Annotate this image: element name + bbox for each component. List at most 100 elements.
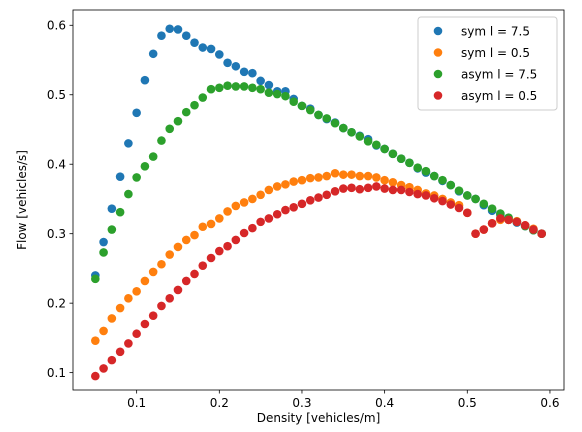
data-point xyxy=(99,248,108,257)
data-point xyxy=(463,209,472,218)
data-point xyxy=(108,204,117,213)
data-point xyxy=(356,132,365,141)
data-point xyxy=(389,178,398,187)
data-point xyxy=(397,154,406,163)
data-point xyxy=(322,172,331,181)
data-point xyxy=(248,69,257,78)
data-point xyxy=(157,302,166,311)
data-point xyxy=(116,208,125,217)
x-tick-label: 0.3 xyxy=(292,396,311,410)
data-point xyxy=(132,287,141,296)
data-point xyxy=(298,102,307,111)
data-point xyxy=(256,77,265,86)
data-point xyxy=(273,182,282,191)
data-point xyxy=(496,214,505,223)
data-point xyxy=(232,82,241,91)
data-point xyxy=(389,150,398,159)
data-point xyxy=(380,184,389,193)
y-tick-label: 0.4 xyxy=(47,158,66,172)
y-tick-label: 0.5 xyxy=(47,88,66,102)
data-point xyxy=(356,172,365,181)
x-tick-label: 0.2 xyxy=(210,396,229,410)
data-point xyxy=(339,170,348,179)
data-point xyxy=(174,25,183,34)
data-point xyxy=(322,190,331,199)
data-point xyxy=(165,124,174,133)
data-point xyxy=(389,186,398,195)
data-point xyxy=(248,195,257,204)
x-tick-label: 0.4 xyxy=(375,396,394,410)
data-point xyxy=(298,176,307,185)
x-tick-label: 0.5 xyxy=(458,396,477,410)
data-point xyxy=(91,336,100,345)
data-point xyxy=(116,347,125,356)
data-point xyxy=(504,215,513,224)
data-point xyxy=(207,45,216,54)
data-point xyxy=(132,109,141,118)
data-point xyxy=(124,294,133,303)
data-point xyxy=(141,162,150,171)
data-point xyxy=(157,260,166,269)
data-point xyxy=(207,254,216,263)
data-point xyxy=(91,275,100,284)
data-point xyxy=(198,93,207,102)
data-point xyxy=(198,43,207,52)
data-point xyxy=(124,190,133,199)
data-point xyxy=(306,106,315,115)
data-point xyxy=(124,339,133,348)
data-point xyxy=(232,236,241,245)
data-point xyxy=(248,224,257,233)
x-tick-label: 0.6 xyxy=(540,396,559,410)
data-point xyxy=(364,172,373,181)
data-point xyxy=(198,261,207,270)
data-point xyxy=(141,277,150,286)
data-point xyxy=(108,356,117,365)
data-point xyxy=(248,84,257,93)
y-tick-label: 0.3 xyxy=(47,227,66,241)
data-point xyxy=(281,92,290,101)
data-point xyxy=(240,68,249,77)
data-point xyxy=(339,184,348,193)
data-point xyxy=(455,204,464,213)
data-point xyxy=(149,311,158,320)
data-point xyxy=(314,193,323,202)
data-point xyxy=(116,172,125,181)
data-point xyxy=(124,139,133,148)
data-point xyxy=(99,327,108,336)
y-axis-label: Flow [vehicles/s] xyxy=(15,150,29,250)
data-point xyxy=(190,101,199,110)
data-point xyxy=(149,268,158,277)
data-point xyxy=(438,197,447,206)
data-point xyxy=(174,243,183,252)
data-point xyxy=(108,314,117,323)
data-point xyxy=(157,136,166,145)
data-point xyxy=(446,200,455,209)
data-point xyxy=(513,218,522,227)
data-point xyxy=(198,222,207,231)
data-point xyxy=(455,186,464,195)
data-point xyxy=(223,207,232,216)
data-point xyxy=(174,117,183,126)
data-point xyxy=(322,114,331,123)
data-point xyxy=(256,85,265,94)
data-point xyxy=(521,221,530,230)
data-point xyxy=(215,214,224,223)
data-point xyxy=(265,214,274,223)
data-point xyxy=(273,210,282,219)
x-tick-label: 0.1 xyxy=(127,396,146,410)
legend-label: asym l = 7.5 xyxy=(461,67,537,81)
data-point xyxy=(190,231,199,240)
data-point xyxy=(422,167,431,176)
data-point xyxy=(480,200,489,209)
data-point xyxy=(174,286,183,295)
data-point xyxy=(289,203,298,212)
data-point xyxy=(364,184,373,193)
data-point xyxy=(430,172,439,181)
data-point xyxy=(331,187,340,196)
data-point xyxy=(265,186,274,195)
data-point xyxy=(306,174,315,183)
data-point xyxy=(314,111,323,120)
data-point xyxy=(430,194,439,203)
data-point xyxy=(413,190,422,199)
data-point xyxy=(339,124,348,133)
